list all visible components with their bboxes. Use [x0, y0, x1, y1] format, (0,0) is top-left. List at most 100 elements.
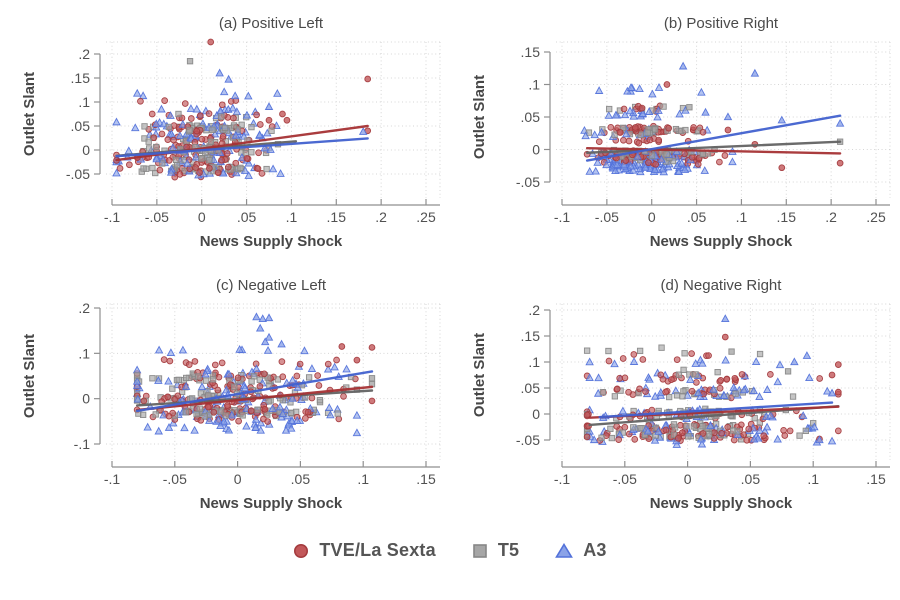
x-tick-label: .15 [777, 209, 797, 225]
tick-labels: -.1 -.05 0 .05 .1 .15 .2 .25 .15 .1 .05 0 -.05 [516, 44, 886, 225]
y-tick-label: 0 [82, 142, 90, 158]
panel-a-chart: -.1 -.05 0 .05 .1 .15 .2 .25 .2 .15 .1 .05 0 -.05 (a) … [21, 15, 441, 250]
y-tick-label: 0 [532, 406, 540, 422]
x-axis-label: News Supply Shock [200, 233, 343, 250]
y-tick-label: .2 [78, 46, 90, 62]
scatter-points [583, 344, 842, 448]
axes [94, 53, 440, 206]
x-tick-label: 0 [198, 209, 206, 225]
x-tick-label: .1 [286, 209, 298, 225]
x-tick-label: -.1 [104, 209, 121, 225]
y-tick-label: .2 [78, 300, 90, 316]
legend-label: TVE/La Sexta [319, 540, 436, 560]
fit-line-tve [135, 385, 374, 412]
x-tick-label: 0 [234, 471, 242, 487]
panel-b-chart: -.1 -.05 0 .05 .1 .15 .2 .25 .15 .1 .05 0 -.05 (b) Po… [471, 15, 891, 250]
scatter-points [580, 83, 737, 176]
y-tick-label: .15 [521, 44, 541, 60]
legend-item-a3: A3 [555, 540, 606, 561]
outlier-points [252, 312, 376, 405]
x-axis-label: News Supply Shock [200, 495, 343, 512]
fit-line-a3 [135, 370, 374, 413]
triangle-marker-icon [555, 542, 574, 558]
x-tick-label: .05 [687, 209, 707, 225]
fit-line-tve [585, 146, 842, 155]
x-tick-label: .1 [736, 209, 748, 225]
fit-line-a3 [585, 114, 842, 162]
x-tick-label: .2 [375, 209, 387, 225]
y-tick-label: .05 [521, 109, 541, 125]
tick-labels: -.1 -.05 0 .05 .1 .15 .2 .1 0 -.1 [74, 300, 436, 487]
fit-lines [115, 124, 369, 162]
x-tick-label: -.1 [554, 471, 571, 487]
panel-c-chart: -.1 -.05 0 .05 .1 .15 .2 .1 0 -.1 (c) Negative Lef… [21, 277, 441, 512]
y-tick-label: .15 [521, 328, 541, 344]
outlier-points [721, 314, 842, 444]
x-axis-label: News Supply Shock [650, 233, 793, 250]
fit-line-t5 [585, 140, 842, 154]
x-tick-label: .1 [807, 471, 819, 487]
panel-d-chart: -.1 -.05 0 .05 .1 .15 .2 .15 .1 .05 0 -.05 (d) Negat… [471, 277, 891, 512]
x-tick-label: -.1 [554, 209, 571, 225]
axes [544, 51, 890, 206]
x-tick-label: .25 [866, 209, 886, 225]
fit-lines [588, 401, 840, 427]
fit-line-a3 [598, 401, 834, 419]
y-tick-label: 0 [532, 142, 540, 158]
axes [544, 309, 890, 468]
y-tick-label: 0 [82, 391, 90, 407]
gridlines [556, 41, 891, 198]
legend-label: T5 [497, 540, 520, 560]
y-tick-label: .1 [528, 77, 540, 93]
y-axis-label: Outlet Slant [471, 75, 488, 159]
legend-item-tve: TVE/La Sexta [293, 540, 436, 561]
x-tick-label: .05 [291, 471, 311, 487]
y-tick-label: .05 [521, 380, 541, 396]
gridlines [106, 303, 441, 460]
circle-marker-icon [294, 543, 309, 558]
y-tick-label: .05 [71, 118, 91, 134]
fit-line-a3 [115, 137, 369, 158]
legend-item-t5: T5 [472, 540, 519, 561]
x-tick-label: -.05 [613, 471, 637, 487]
panel-title: (c) Negative Left [216, 277, 327, 294]
y-tick-label: .1 [78, 94, 90, 110]
x-tick-label: .05 [741, 471, 761, 487]
x-tick-label: .15 [327, 209, 347, 225]
x-tick-label: .15 [416, 471, 436, 487]
x-tick-label: -.1 [104, 471, 121, 487]
x-tick-label: .05 [237, 209, 257, 225]
y-tick-label: .1 [78, 345, 90, 361]
legend-label: A3 [583, 540, 607, 560]
y-tick-label: .15 [71, 70, 91, 86]
x-tick-label: .15 [866, 471, 886, 487]
y-tick-label: -.05 [516, 432, 540, 448]
fit-lines [135, 370, 374, 413]
x-tick-label: -.05 [163, 471, 187, 487]
y-axis-label: Outlet Slant [21, 72, 38, 156]
square-marker-icon [473, 543, 487, 558]
tick-labels: -.1 -.05 0 .05 .1 .15 .2 .25 .2 .15 .1 .05 0 -.05 [66, 46, 436, 225]
panel-title: (a) Positive Left [219, 15, 324, 32]
y-axis-label: Outlet Slant [21, 334, 38, 418]
y-tick-label: .2 [528, 302, 540, 318]
x-tick-label: .2 [825, 209, 837, 225]
x-tick-label: 0 [684, 471, 692, 487]
fit-lines [585, 114, 842, 162]
x-tick-label: .25 [416, 209, 436, 225]
axes [94, 307, 440, 468]
x-tick-label: 0 [648, 209, 656, 225]
x-axis-label: News Supply Shock [650, 495, 793, 512]
tick-labels: -.1 -.05 0 .05 .1 .15 .2 .15 .1 .05 0 -.05 [516, 302, 886, 487]
panel-title: (d) Negative Right [661, 277, 783, 294]
x-tick-label: -.05 [595, 209, 619, 225]
y-tick-label: -.05 [66, 166, 90, 182]
x-tick-label: .1 [357, 471, 369, 487]
legend: TVE/La Sexta T5 A3 [0, 540, 900, 561]
y-tick-label: -.1 [74, 436, 91, 452]
y-axis-label: Outlet Slant [471, 333, 488, 417]
panel-title: (b) Positive Right [664, 15, 779, 32]
y-tick-label: .1 [528, 354, 540, 370]
y-tick-label: -.05 [516, 174, 540, 190]
